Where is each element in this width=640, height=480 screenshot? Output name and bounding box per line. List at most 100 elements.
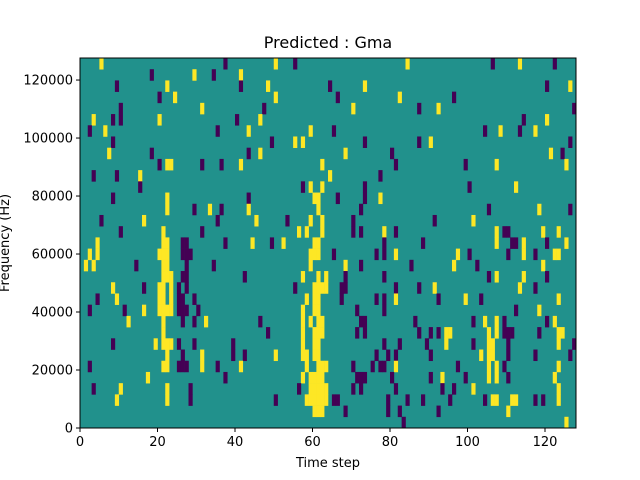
y-tick-label: 80000 bbox=[32, 190, 73, 205]
heatmap-cell-high bbox=[486, 349, 492, 362]
heatmap-cell-high bbox=[258, 147, 263, 160]
heatmap-cell-low bbox=[184, 248, 189, 261]
heatmap-cell-high bbox=[444, 338, 449, 350]
heatmap-cell-low bbox=[269, 237, 275, 249]
heatmap-cell-high bbox=[320, 226, 325, 238]
heatmap-cell-high bbox=[145, 371, 151, 384]
heatmap-cell-high bbox=[514, 394, 519, 406]
heatmap-cell-low bbox=[223, 371, 228, 384]
heatmap-cell-high bbox=[351, 102, 356, 115]
heatmap-cell-low bbox=[502, 226, 507, 238]
heatmap-cell-low bbox=[246, 192, 251, 205]
x-tick-label: 80 bbox=[382, 435, 399, 450]
heatmap-cell-low bbox=[138, 181, 143, 193]
heatmap-cell-high bbox=[556, 327, 561, 339]
heatmap-cell-low bbox=[328, 80, 333, 92]
heatmap-cell-high bbox=[312, 237, 317, 249]
heatmap-cell-high bbox=[316, 371, 321, 384]
heatmap-cell-low bbox=[506, 248, 511, 261]
heatmap-cell-high bbox=[161, 304, 166, 317]
heatmap-cell-high bbox=[564, 237, 569, 249]
heatmap-cell-high bbox=[517, 282, 523, 294]
heatmap-cell-high bbox=[200, 349, 205, 362]
heatmap-cell-low bbox=[382, 237, 387, 249]
heatmap-cell-high bbox=[138, 170, 143, 182]
heatmap-cell-low bbox=[545, 80, 550, 92]
heatmap-cell-low bbox=[386, 349, 391, 362]
heatmap-cell-high bbox=[343, 147, 348, 160]
heatmap-cell-high bbox=[161, 259, 166, 272]
heatmap-cell-high bbox=[250, 237, 255, 249]
heatmap-cell-high bbox=[494, 158, 499, 171]
heatmap-cell-low bbox=[386, 394, 391, 406]
heatmap-cell-high bbox=[308, 125, 313, 137]
heatmap-cell-high bbox=[316, 338, 321, 350]
heatmap-cell-low bbox=[428, 327, 433, 339]
heatmap-cell-low bbox=[568, 203, 573, 216]
x-tick-label: 100 bbox=[455, 435, 480, 450]
heatmap-cell-low bbox=[87, 304, 92, 317]
plot-frame bbox=[79, 57, 577, 429]
heatmap-cell-low bbox=[262, 102, 267, 115]
heatmap-cell-high bbox=[324, 383, 329, 395]
heatmap-cell-high bbox=[142, 304, 147, 317]
heatmap-cell-high bbox=[165, 271, 170, 283]
heatmap-cell-low bbox=[122, 304, 127, 317]
heatmap-cell-high bbox=[432, 282, 437, 294]
heatmap-cell-high bbox=[490, 394, 495, 406]
heatmap-cell-high bbox=[436, 102, 441, 115]
heatmap-cell-low bbox=[448, 394, 453, 406]
heatmap-cell-high bbox=[316, 192, 321, 205]
heatmap-cell-low bbox=[242, 271, 247, 283]
heatmap-cell-high bbox=[312, 282, 317, 294]
heatmap-cell-low bbox=[343, 271, 348, 283]
x-tick-label: 20 bbox=[149, 435, 166, 450]
heatmap-cell-high bbox=[316, 248, 321, 261]
heatmap-cell-low bbox=[157, 158, 162, 171]
x-tick-label: 40 bbox=[227, 435, 244, 450]
heatmap-cell-high bbox=[165, 237, 170, 249]
heatmap-cell-low bbox=[362, 315, 368, 328]
heatmap-cell-high bbox=[161, 237, 166, 249]
heatmap-cell-low bbox=[188, 383, 193, 395]
heatmap-cell-low bbox=[386, 405, 391, 418]
heatmap-cell-low bbox=[452, 383, 457, 395]
heatmap-cell-high bbox=[494, 371, 499, 384]
heatmap-cell-high bbox=[312, 405, 317, 418]
heatmap-cell-high bbox=[440, 371, 445, 384]
heatmap-cell-high bbox=[556, 293, 561, 305]
heatmap-cell-high bbox=[165, 394, 170, 406]
heatmap-cell-low bbox=[149, 69, 154, 81]
heatmap-cell-high bbox=[312, 383, 317, 395]
heatmap-cell-high bbox=[300, 327, 306, 339]
heatmap-cell-low bbox=[483, 125, 488, 137]
heatmap-cell-high bbox=[483, 315, 488, 328]
heatmap-cell-high bbox=[165, 304, 170, 317]
heatmap-cell-high bbox=[316, 349, 321, 362]
heatmap-cell-low bbox=[382, 293, 387, 305]
heatmap-cell-high bbox=[320, 181, 325, 193]
chart-title: Predicted : Gma bbox=[264, 33, 392, 52]
heatmap-cell-low bbox=[180, 237, 185, 249]
heatmap-cell-low bbox=[331, 248, 337, 261]
heatmap-cell-low bbox=[428, 371, 433, 384]
heatmap-cell-high bbox=[165, 338, 170, 350]
heatmap-cell-low bbox=[541, 394, 546, 406]
heatmap-cell-high bbox=[362, 80, 368, 92]
heatmap-cell-low bbox=[343, 282, 348, 294]
heatmap-cell-high bbox=[312, 394, 317, 406]
heatmap-cell-high bbox=[463, 293, 468, 305]
heatmap-cell-high bbox=[312, 304, 317, 317]
heatmap-cell-low bbox=[223, 237, 228, 249]
heatmap-cell-low bbox=[118, 114, 123, 126]
heatmap-cell-low bbox=[351, 226, 356, 238]
heatmap-cell-high bbox=[490, 338, 495, 350]
heatmap-cell-low bbox=[424, 338, 430, 350]
heatmap-cell-high bbox=[312, 371, 317, 384]
heatmap-cell-high bbox=[316, 282, 321, 294]
heatmap-cell-low bbox=[471, 315, 476, 328]
heatmap-cell-high bbox=[200, 360, 205, 373]
heatmap-cell-high bbox=[316, 327, 321, 339]
heatmap-cell-high bbox=[541, 259, 546, 272]
heatmap-cell-low bbox=[293, 282, 298, 294]
